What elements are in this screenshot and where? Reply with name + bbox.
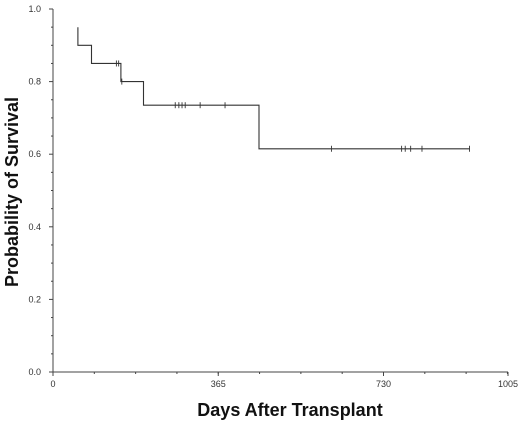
x-tick-label: 365 [211, 379, 226, 389]
y-tick-label: 0.0 [28, 367, 41, 377]
y-tick-label: 1.0 [28, 4, 41, 14]
tick-marks [49, 8, 509, 376]
y-axis-title: Probability of Survival [2, 97, 22, 287]
survival-curve [77, 27, 470, 150]
censor-marks [115, 60, 470, 152]
y-tick-label: 0.6 [28, 149, 41, 159]
y-tick-label: 0.2 [28, 294, 41, 304]
x-tick-label: 0 [50, 379, 55, 389]
x-tick-label: 730 [376, 379, 391, 389]
x-tick-label: 1005 [498, 379, 518, 389]
tick-labels: 0.0 0.2 0.4 0.6 0.8 1.0 0 365 730 1005 [28, 4, 518, 389]
series-group [77, 27, 470, 150]
x-axis-title: Days After Transplant [197, 400, 382, 420]
y-tick-label: 0.8 [28, 77, 41, 87]
y-tick-label: 0.4 [28, 222, 41, 232]
